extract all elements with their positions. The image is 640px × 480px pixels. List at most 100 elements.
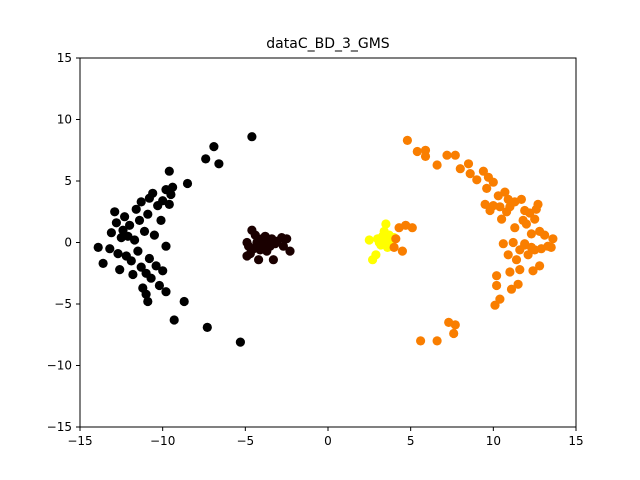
data-point — [455, 164, 465, 174]
data-point — [278, 241, 288, 251]
data-point — [110, 207, 120, 217]
data-point — [412, 146, 422, 157]
data-point — [488, 177, 498, 187]
data-point — [105, 244, 115, 254]
data-point — [149, 230, 159, 240]
data-point — [202, 322, 212, 332]
data-point — [148, 188, 158, 198]
data-point — [154, 280, 164, 291]
data-point — [134, 215, 145, 225]
x-tick-label: −15 — [67, 434, 92, 448]
data-point — [389, 242, 399, 252]
data-point — [432, 336, 442, 346]
y-tick-label: 0 — [64, 236, 72, 250]
data-point — [151, 261, 161, 271]
data-point — [285, 246, 295, 256]
data-point — [120, 212, 130, 222]
data-point — [164, 166, 174, 176]
data-point — [511, 255, 522, 265]
data-point — [143, 296, 153, 307]
data-point — [530, 214, 540, 224]
data-point — [126, 256, 136, 266]
x-tick-label: 15 — [568, 434, 583, 448]
points-layer — [93, 132, 558, 347]
data-point — [111, 218, 121, 228]
data-point — [106, 228, 116, 238]
y-tick-label: −10 — [47, 359, 72, 373]
data-point — [495, 202, 505, 212]
data-point — [268, 255, 278, 265]
data-point — [115, 265, 125, 275]
data-point — [442, 150, 452, 160]
data-point — [364, 235, 374, 245]
data-point — [540, 230, 550, 240]
x-tick-label: 0 — [324, 434, 332, 448]
data-point — [402, 135, 412, 145]
data-point — [500, 187, 510, 197]
data-point — [515, 265, 525, 275]
data-point — [166, 189, 176, 200]
data-point — [161, 241, 171, 251]
data-point — [98, 258, 108, 268]
data-point — [480, 199, 490, 209]
data-point — [420, 151, 431, 161]
data-point — [482, 183, 492, 193]
data-point — [449, 328, 459, 339]
data-point — [158, 266, 168, 276]
data-point — [526, 229, 537, 239]
data-point — [521, 219, 532, 229]
data-point — [123, 231, 133, 241]
data-point — [209, 142, 219, 152]
data-point — [478, 166, 488, 176]
data-point — [528, 266, 538, 276]
data-point — [546, 242, 556, 252]
data-point — [548, 234, 558, 244]
data-point — [131, 204, 141, 214]
data-point — [164, 199, 174, 209]
data-point — [168, 182, 178, 192]
data-point — [381, 219, 391, 229]
x-tick-label: 10 — [486, 434, 501, 448]
x-tick-label: −5 — [236, 434, 254, 448]
x-tick-label: 5 — [407, 434, 415, 448]
axes-layer: −15 −10 −5 0 5 10 15 −15 −10 −5 0 5 10 15 — [47, 51, 584, 448]
data-point — [146, 273, 156, 283]
data-point — [161, 287, 171, 297]
data-point — [465, 169, 475, 179]
y-tick-label: 5 — [64, 174, 72, 188]
data-point — [503, 250, 513, 260]
data-point — [535, 261, 545, 271]
data-point — [432, 160, 442, 170]
data-point — [128, 269, 138, 280]
data-point — [247, 132, 257, 142]
data-point — [497, 214, 507, 224]
chart-title: dataC_BD_3_GMS — [266, 36, 390, 52]
data-point — [235, 337, 245, 347]
y-tick-label: −15 — [47, 420, 72, 434]
data-point — [282, 234, 292, 244]
data-point — [182, 178, 193, 189]
data-point — [472, 175, 482, 185]
data-point — [533, 199, 543, 209]
data-point — [391, 234, 401, 244]
data-point — [397, 246, 407, 256]
data-point — [371, 250, 381, 260]
data-point — [141, 289, 151, 299]
data-point — [506, 284, 517, 294]
data-point — [492, 280, 502, 291]
data-point — [156, 215, 166, 225]
data-point — [523, 250, 533, 260]
data-point — [136, 262, 146, 272]
data-point — [508, 237, 518, 248]
data-point — [450, 320, 460, 330]
data-point — [136, 197, 146, 207]
data-point — [495, 294, 505, 304]
data-point — [492, 271, 502, 281]
y-tick-label: 10 — [57, 113, 72, 127]
data-point — [125, 220, 135, 230]
data-point — [450, 150, 460, 160]
data-point — [139, 226, 150, 236]
data-point — [201, 154, 211, 164]
